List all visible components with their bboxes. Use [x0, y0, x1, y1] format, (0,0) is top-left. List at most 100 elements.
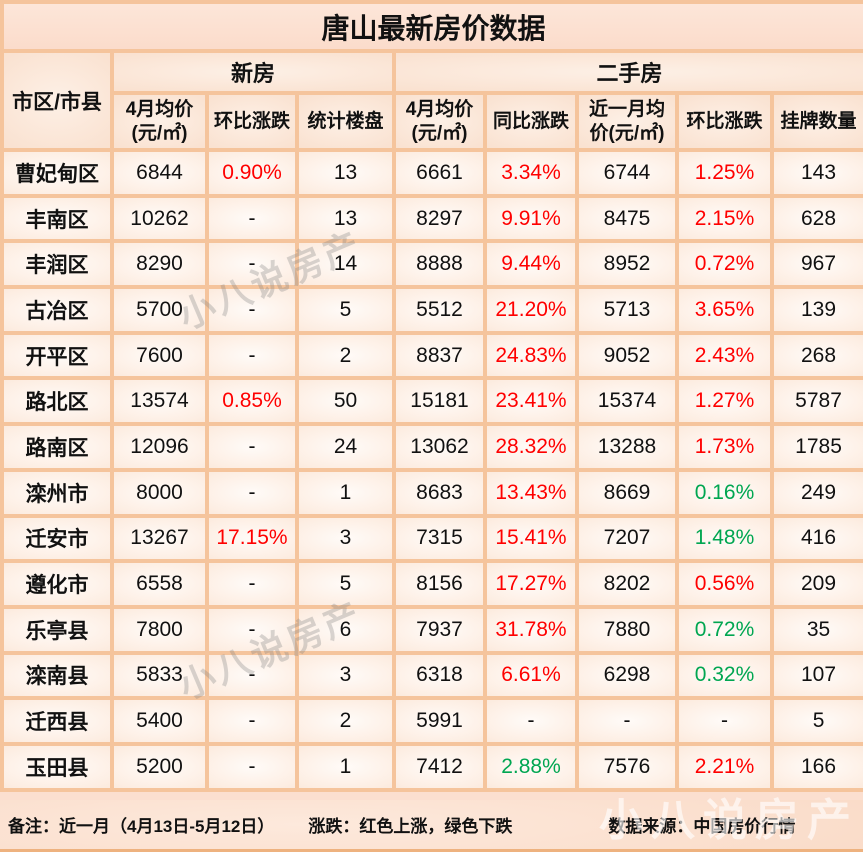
used-yoy-cell: 28.32%: [483, 422, 579, 472]
region-cell: 滦州市: [0, 467, 114, 518]
used-mom-cell: 0.72%: [675, 604, 774, 655]
table-row: 遵化市 6558-5 8156 17.27% 8202 0.56% 209: [0, 559, 863, 609]
region-cell: 玉田县: [0, 741, 114, 792]
region-cell: 滦南县: [0, 650, 114, 701]
new-price-cell: 5400: [110, 696, 209, 746]
listings-cell: 967: [769, 239, 863, 290]
col-subheader-6: 环比涨跌: [675, 91, 774, 152]
used-mom-cell: 0.56%: [675, 559, 774, 609]
month-avg-cell: 6744: [575, 148, 679, 198]
table-row: 玉田县 5200-1 7412 2.88% 7576 2.21% 166: [0, 741, 863, 792]
new-mom-cell: -: [205, 422, 299, 472]
used-price-cell: 13062: [392, 422, 487, 472]
col-subheader-4: 同比涨跌: [483, 91, 579, 152]
listings-cell: 628: [769, 193, 863, 244]
projects-cell: 2: [295, 696, 396, 746]
table-body: 曹妃甸区 6844 0.90% 13 6661 3.34% 6744 1.25% 143 丰南区 1…: [0, 148, 863, 792]
projects-cell: 2: [295, 330, 396, 381]
new-mom-cell: -: [205, 741, 299, 792]
region-cell: 开平区: [0, 330, 114, 381]
used-yoy-cell: 17.27%: [483, 559, 579, 609]
region-cell: 迁安市: [0, 513, 114, 564]
used-mom-cell: 0.72%: [675, 239, 774, 290]
price-table: 唐山最新房价数据 市区/市县 新房 二手房 4月均价 (元/㎡) 环比涨跌 统计楼盘…: [0, 0, 863, 792]
used-price-cell: 8837: [392, 330, 487, 381]
used-yoy-cell: 15.41%: [483, 513, 579, 564]
new-mom-cell: -: [205, 559, 299, 609]
used-mom-cell: 2.21%: [675, 741, 774, 792]
listings-cell: 139: [769, 285, 863, 335]
used-price-cell: 6318: [392, 650, 487, 701]
col-subheader-5: 近一月均 价(元/㎡): [575, 91, 679, 152]
new-mom-cell: -: [205, 650, 299, 701]
listings-cell: 5: [769, 696, 863, 746]
region-cell: 曹妃甸区: [0, 148, 114, 198]
month-avg-cell: 8202: [575, 559, 679, 609]
region-cell: 丰润区: [0, 239, 114, 290]
new-price-cell: 5833: [110, 650, 209, 701]
used-yoy-cell: 21.20%: [483, 285, 579, 335]
used-price-cell: 8297: [392, 193, 487, 244]
used-price-cell: 7315: [392, 513, 487, 564]
month-avg-cell: 6298: [575, 650, 679, 701]
listings-cell: 107: [769, 650, 863, 701]
projects-cell: 50: [295, 376, 396, 427]
table-row: 迁安市 13267 17.15% 3 7315 15.41% 7207 1.48% 416: [0, 513, 863, 564]
used-price-cell: 6661: [392, 148, 487, 198]
used-price-cell: 5991: [392, 696, 487, 746]
used-mom-cell: 3.65%: [675, 285, 774, 335]
new-price-cell: 13574: [110, 376, 209, 427]
used-yoy-cell: 9.91%: [483, 193, 579, 244]
month-avg-cell: 7880: [575, 604, 679, 655]
listings-cell: 249: [769, 467, 863, 518]
region-cell: 迁西县: [0, 696, 114, 746]
listings-cell: 1785: [769, 422, 863, 472]
new-price-cell: 8290: [110, 239, 209, 290]
used-price-cell: 5512: [392, 285, 487, 335]
col-subheader-2: 统计楼盘: [295, 91, 396, 152]
used-price-cell: 8683: [392, 467, 487, 518]
month-avg-cell: 9052: [575, 330, 679, 381]
title-row: 唐山最新房价数据: [0, 0, 863, 53]
table-row: 路南区 12096-24 13062 28.32% 13288 1.73% 1785: [0, 422, 863, 472]
used-yoy-cell: 3.34%: [483, 148, 579, 198]
used-mom-cell: 0.32%: [675, 650, 774, 701]
new-mom-cell: -: [205, 239, 299, 290]
month-avg-cell: 7207: [575, 513, 679, 564]
used-yoy-cell: -: [483, 696, 579, 746]
table-row: 曹妃甸区 6844 0.90% 13 6661 3.34% 6744 1.25% 143: [0, 148, 863, 198]
used-yoy-cell: 24.83%: [483, 330, 579, 381]
month-avg-cell: 8952: [575, 239, 679, 290]
new-mom-cell: -: [205, 285, 299, 335]
listings-cell: 416: [769, 513, 863, 564]
table-row: 开平区 7600-2 8837 24.83% 9052 2.43% 268: [0, 330, 863, 381]
projects-cell: 1: [295, 467, 396, 518]
table-row: 滦州市 8000-1 8683 13.43% 8669 0.16% 249: [0, 467, 863, 518]
new-price-cell: 7600: [110, 330, 209, 381]
used-mom-cell: -: [675, 696, 774, 746]
table-row: 迁西县 5400-2 5991- - -5: [0, 696, 863, 746]
used-mom-cell: 0.16%: [675, 467, 774, 518]
used-mom-cell: 2.15%: [675, 193, 774, 244]
table-row: 丰润区 8290-14 8888 9.44% 8952 0.72% 967: [0, 239, 863, 290]
projects-cell: 13: [295, 148, 396, 198]
new-mom-cell: -: [205, 330, 299, 381]
col-header-region: 市区/市县: [0, 49, 114, 152]
new-price-cell: 6844: [110, 148, 209, 198]
new-mom-cell: -: [205, 604, 299, 655]
new-price-cell: 13267: [110, 513, 209, 564]
used-price-cell: 8888: [392, 239, 487, 290]
listings-cell: 209: [769, 559, 863, 609]
region-cell: 丰南区: [0, 193, 114, 244]
new-mom-cell: 0.90%: [205, 148, 299, 198]
used-yoy-cell: 13.43%: [483, 467, 579, 518]
used-mom-cell: 2.43%: [675, 330, 774, 381]
col-subheader-7: 挂牌数量: [769, 91, 863, 152]
used-mom-cell: 1.48%: [675, 513, 774, 564]
new-mom-cell: 17.15%: [205, 513, 299, 564]
region-cell: 古冶区: [0, 285, 114, 335]
footer: 备注：近一月（4月13日-5月12日） 涨跌：红色上涨，绿色下跌 数据来源：中国…: [0, 800, 863, 852]
table-row: 乐亭县 7800-6 7937 31.78% 7880 0.72% 35: [0, 604, 863, 655]
new-price-cell: 8000: [110, 467, 209, 518]
